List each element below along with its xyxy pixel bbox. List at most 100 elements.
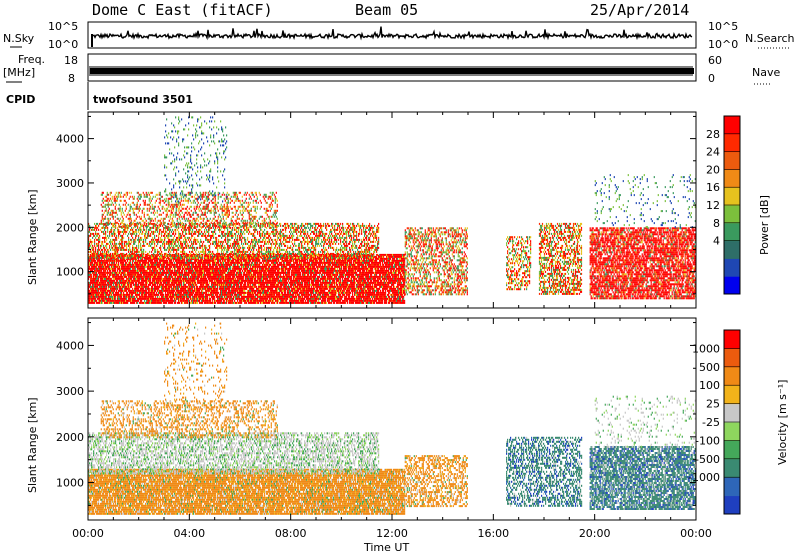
echo-cell <box>97 263 99 266</box>
echo-cell <box>182 265 184 268</box>
echo-cell <box>120 297 122 300</box>
echo-cell <box>88 295 90 298</box>
echo-cell <box>197 289 199 292</box>
echo-cell <box>139 279 141 282</box>
echo-cell <box>182 287 184 290</box>
echo-cell <box>146 281 148 284</box>
echo-cell <box>198 299 200 302</box>
echo-cell <box>179 275 181 278</box>
echo-cell <box>223 265 225 268</box>
echo-cell <box>89 273 91 276</box>
echo-cell <box>177 269 179 272</box>
echo-cell <box>225 283 227 286</box>
echo-cell <box>170 283 172 286</box>
echo-cell <box>147 257 149 260</box>
echo-cell <box>112 297 114 300</box>
echo-cell <box>166 257 168 260</box>
echo-cell <box>147 269 149 272</box>
echo-cell <box>176 295 178 298</box>
echo-cell <box>200 275 202 278</box>
echo-cell <box>100 261 102 264</box>
echo-cell <box>186 297 188 300</box>
echo-cell <box>207 269 209 272</box>
echo-cell <box>205 293 207 296</box>
echo-cell <box>102 281 104 284</box>
echo-cell <box>117 269 119 272</box>
echo-cell <box>185 269 187 272</box>
echo-cell <box>165 281 167 284</box>
echo-cell <box>197 275 199 278</box>
echo-cell <box>194 267 196 270</box>
echo-cell <box>154 257 156 260</box>
echo-cell <box>142 277 144 280</box>
echo-cell <box>218 279 220 282</box>
echo-cell <box>108 257 110 260</box>
echo-cell <box>122 299 124 302</box>
echo-cell <box>126 293 128 296</box>
echo-cell <box>223 285 225 288</box>
echo-cell <box>142 265 144 268</box>
echo-cell <box>113 269 115 272</box>
echo-cell <box>184 257 186 260</box>
echo-cell <box>139 281 141 284</box>
echo-cell <box>112 269 114 272</box>
echo-cell <box>95 261 97 264</box>
echo-cell <box>174 299 176 302</box>
echo-cell <box>88 287 90 290</box>
echo-cell <box>164 285 166 288</box>
echo-cell <box>116 291 118 294</box>
echo-cell <box>163 295 165 298</box>
echo-cell <box>173 285 175 288</box>
echo-cell <box>163 281 165 284</box>
echo-cell <box>116 259 118 262</box>
echo-cell <box>149 283 151 286</box>
echo-cell <box>225 285 227 288</box>
echo-cell <box>173 279 175 282</box>
echo-cell <box>109 261 111 264</box>
echo-cell <box>100 277 102 280</box>
echo-cell <box>174 271 176 274</box>
echo-cell <box>202 289 204 292</box>
echo-cell <box>146 285 148 288</box>
echo-cell <box>125 301 127 304</box>
echo-cell <box>181 273 183 276</box>
echo-cell <box>151 295 153 298</box>
echo-cell <box>222 263 224 266</box>
echo-cell <box>151 259 153 262</box>
echo-cell <box>99 275 101 278</box>
echo-cell <box>268 283 270 286</box>
echo-cell <box>123 281 125 284</box>
echo-cell <box>124 267 126 270</box>
echo-cell <box>151 293 153 296</box>
echo-cell <box>138 267 140 270</box>
echo-cell <box>101 299 103 302</box>
echo-cell <box>199 293 201 296</box>
echo-cell <box>168 285 170 288</box>
echo-cell <box>114 279 116 282</box>
echo-cell <box>191 277 193 280</box>
echo-cell <box>208 293 210 296</box>
echo-cell <box>218 283 220 286</box>
echo-cell <box>230 267 232 270</box>
echo-cell <box>234 271 236 274</box>
echo-cell <box>93 295 95 298</box>
echo-cell <box>113 265 115 268</box>
echo-cell <box>214 277 216 280</box>
echo-cell <box>216 273 218 276</box>
echo-cell <box>197 259 199 262</box>
echo-cell <box>118 277 120 280</box>
echo-cell <box>168 257 170 260</box>
echo-cell <box>111 267 113 270</box>
echo-cell <box>104 263 106 266</box>
echo-cell <box>221 289 223 292</box>
echo-cell <box>202 259 204 262</box>
echo-cell <box>95 299 97 302</box>
echo-cell <box>93 273 95 276</box>
echo-cell <box>92 281 94 284</box>
echo-cell <box>139 269 141 272</box>
echo-cell <box>108 281 110 284</box>
echo-cell <box>119 265 121 268</box>
echo-cell <box>177 283 179 286</box>
echo-cell <box>108 275 110 278</box>
echo-cell <box>241 267 243 270</box>
